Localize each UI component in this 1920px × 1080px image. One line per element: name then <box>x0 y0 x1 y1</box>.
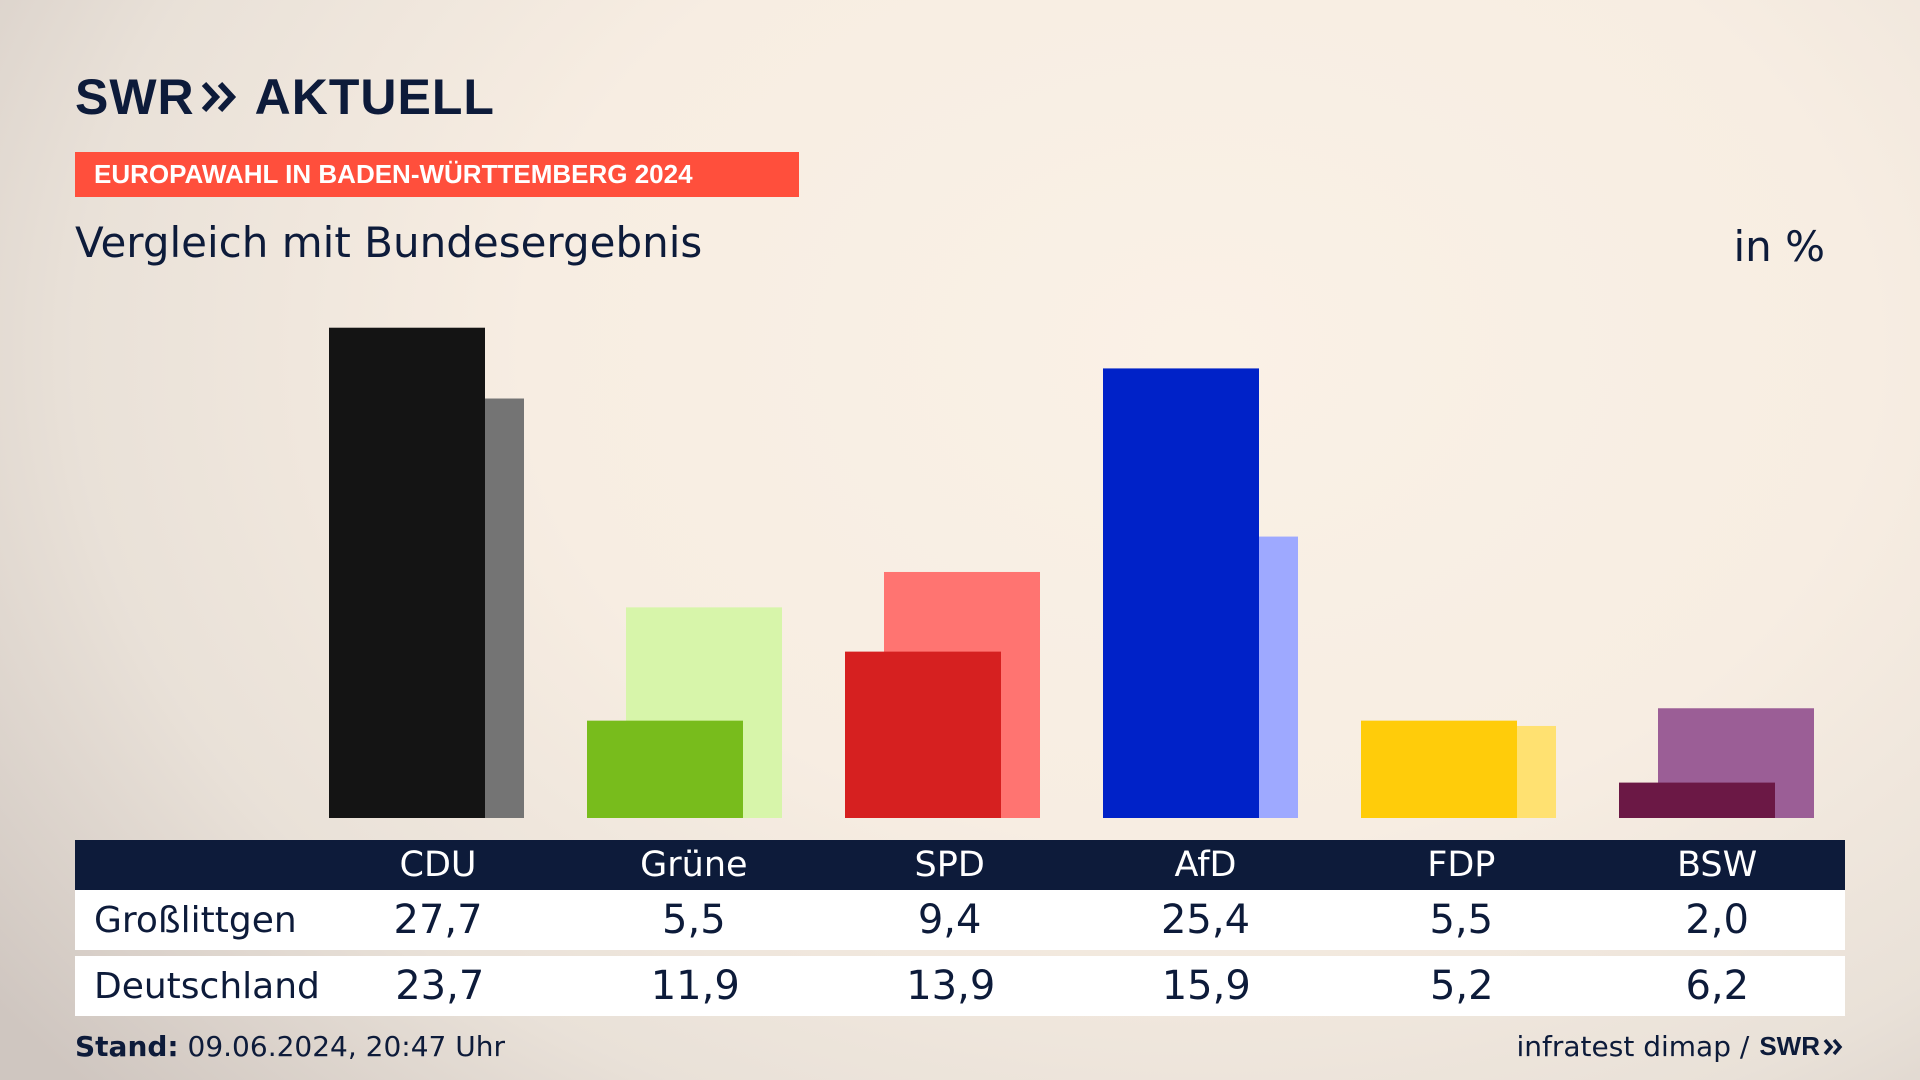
bar-bsw-grosslittgen <box>1619 782 1775 818</box>
table-row: Deutschland 23,7 11,9 13,9 15,9 5,2 6,2 <box>75 956 1845 1016</box>
data-label: 5,2 <box>1429 963 1494 1009</box>
data-label: 15,9 <box>1161 963 1251 1009</box>
data-label: 9,4 <box>917 897 982 943</box>
data-label: 6,2 <box>1685 963 1750 1009</box>
row-label: Großlittgen <box>94 899 297 941</box>
unit-label: in % <box>1733 222 1825 271</box>
source-credit: infratest dimap / SWR <box>1517 1030 1846 1063</box>
bar-fdp-grosslittgen <box>1361 720 1517 818</box>
stand-value: 09.06.2024, 20:47 Uhr <box>187 1030 505 1063</box>
chart-subtitle: Vergleich mit Bundesergebnis <box>75 218 703 267</box>
table-row: Großlittgen 27,7 5,5 9,4 25,4 5,5 2,0 <box>75 890 1845 950</box>
data-label: 5,5 <box>1429 897 1494 943</box>
data-label: 2,0 <box>1685 897 1749 943</box>
swr-aktuell-logo: SWR AKTUELL <box>75 68 495 126</box>
row-label: Deutschland <box>94 965 320 1007</box>
data-label: 25,4 <box>1160 897 1251 943</box>
stand-label: Stand: <box>75 1030 179 1063</box>
category-label: Grüne <box>640 845 748 885</box>
mini-logo-text: SWR <box>1759 1031 1820 1061</box>
data-label: 5,5 <box>662 897 726 943</box>
category-label: CDU <box>399 845 477 885</box>
category-label: SPD <box>914 845 985 885</box>
bar-cdu-grosslittgen <box>329 327 485 818</box>
bar-afd-grosslittgen <box>1103 368 1259 818</box>
data-label: 23,7 <box>395 963 485 1009</box>
bar-spd-grosslittgen <box>845 651 1001 818</box>
election-banner: EUROPAWAHL IN BADEN-WÜRTTEMBERG 2024 <box>75 152 799 197</box>
data-label: 13,9 <box>906 963 996 1009</box>
double-chevron-icon <box>201 81 236 113</box>
data-label: 27,7 <box>393 897 483 943</box>
timestamp: Stand: 09.06.2024, 20:47 Uhr <box>75 1030 505 1063</box>
results-table: CDU Grüne SPD AfD FDP BSW Großlittgen 27,7 5,5 9… <box>75 840 1845 1016</box>
table-header-row: CDU Grüne SPD AfD FDP BSW <box>75 840 1845 890</box>
data-label: 11,9 <box>650 963 740 1009</box>
category-label: AfD <box>1174 845 1237 885</box>
source-text: infratest dimap / <box>1516 1030 1750 1063</box>
logo-swr: SWR <box>75 69 195 125</box>
bar-grne-grosslittgen <box>587 720 743 818</box>
logo-aktuell: AKTUELL <box>254 69 495 125</box>
category-label: BSW <box>1676 845 1758 885</box>
category-label: FDP <box>1427 845 1496 885</box>
mini-double-chevron-icon <box>1823 1038 1843 1055</box>
swr-mini-logo: SWR <box>1759 1031 1845 1062</box>
